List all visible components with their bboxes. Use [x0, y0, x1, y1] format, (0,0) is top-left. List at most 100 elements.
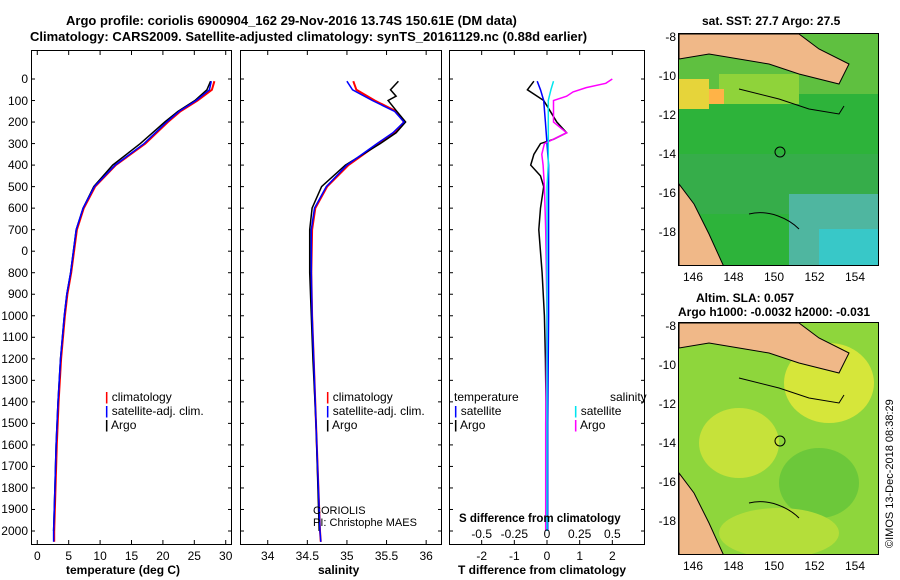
map-xtick-label: 150 — [763, 270, 785, 284]
depth-tick-label: 1200 — [1, 351, 28, 366]
legend-item-climatology: | climatology — [105, 390, 172, 404]
depth-tick-label: 1500 — [1, 416, 28, 431]
map-xtick-label: 154 — [844, 559, 866, 573]
map-xtick-label: 148 — [723, 559, 744, 573]
depth-tick-label: 1300 — [1, 373, 28, 388]
map-ytick-label: -8 — [665, 30, 676, 44]
depth-tick-label: 500 — [7, 179, 28, 194]
sla-map-title-1: Altim. SLA: 0.057 — [696, 291, 795, 305]
depth-tick-label: 400 — [7, 158, 28, 173]
sla-map — [678, 322, 879, 555]
s-diff-tick-label: 0.5 — [603, 527, 621, 541]
legend-item-climatology: | climatology — [326, 390, 393, 404]
salinity-xlabel: salinity — [318, 563, 360, 577]
x-tick-label: 25 — [188, 549, 202, 563]
x-tick-label: 36 — [419, 549, 433, 563]
map-ytick-label: -18 — [658, 225, 676, 239]
s-diff-tick-label: -0.5 — [471, 527, 492, 541]
sst-map-title: sat. SST: 27.7 Argo: 27.5 — [702, 14, 841, 28]
credit-line-2: PI: Christophe MAES — [313, 517, 417, 529]
x-tick-label: 1 — [576, 549, 583, 563]
legend-item-satellite: | satellite-adj. clim. — [326, 404, 425, 418]
legend-item-s-satellite: | satellite — [574, 404, 622, 418]
legend-item-argo: | Argo — [326, 418, 358, 432]
map-xtick-label: 154 — [844, 270, 866, 284]
map-xtick-label: 146 — [682, 270, 704, 284]
depth-tick-label: 700 — [7, 222, 28, 237]
depth-tick-label: 300 — [7, 136, 28, 151]
temperature-xlabel: temperature (deg C) — [66, 563, 181, 577]
depth-tick-label: 1900 — [1, 502, 28, 517]
series-t-satellite — [536, 80, 550, 531]
depth-tick-label: 1000 — [1, 308, 28, 323]
map-ytick-label: -8 — [665, 319, 676, 333]
x-tick-label: -2 — [476, 549, 487, 563]
series-satellite — [310, 80, 406, 542]
depth-tick-label: 800 — [7, 265, 28, 280]
imos-watermark: ©IMOS 13-Dec-2018 08:38:29 — [884, 399, 896, 548]
sal-legend: | climatology | satellite-adj. clim. | A… — [326, 390, 425, 432]
temp-legend: | climatology | satellite-adj. clim. | A… — [105, 390, 204, 432]
map-ytick-label: -16 — [658, 475, 676, 489]
depth-tick-label: 1700 — [1, 459, 28, 474]
legend-title-salinity: salinity — [610, 390, 647, 404]
depth-tick-label: 900 — [7, 287, 28, 302]
map-xtick-label: 146 — [682, 559, 704, 573]
map-ytick-label: -14 — [658, 436, 676, 450]
x-tick-label: 5 — [65, 549, 72, 563]
depth-tick-label: 1600 — [1, 437, 28, 452]
difference-xlabel: T difference from climatology — [458, 563, 627, 577]
sla-map-title-2: Argo h1000: -0.0032 h2000: -0.031 — [678, 305, 871, 319]
x-tick-label: 15 — [125, 549, 139, 563]
x-tick-label: 0 — [34, 549, 41, 563]
map-xtick-label: 152 — [804, 559, 825, 573]
depth-tick-label: 100 — [7, 93, 28, 108]
legend-item-t-satellite: | satellite — [454, 404, 502, 418]
depth-tick-label: 2000 — [1, 524, 28, 538]
map-xtick-label: 148 — [723, 270, 744, 284]
depth-tick-label: 200 — [7, 115, 28, 130]
x-tick-label: 35.5 — [375, 549, 399, 563]
sla-map-image — [679, 323, 878, 554]
series-argo — [308, 80, 407, 532]
depth-tick-label: 0 — [21, 244, 28, 259]
x-tick-label: -1 — [509, 549, 520, 563]
series-argo — [52, 80, 212, 532]
map-ytick-label: -12 — [658, 397, 676, 411]
credit-line-1: CORIOLIS — [313, 505, 366, 517]
diff-legend-salinity: salinity | satellite | Argo — [574, 390, 647, 432]
title-line-2: Climatology: CARS2009. Satellite-adjuste… — [30, 29, 588, 44]
depth-tick-label: 1800 — [1, 480, 28, 495]
depth-tick-label: 0 — [21, 72, 28, 86]
depth-tick-label: 1400 — [1, 394, 28, 409]
series-satellite — [52, 81, 213, 542]
map-ytick-label: -18 — [658, 514, 676, 528]
s-diff-tick-label: 0.25 — [567, 527, 592, 541]
salinity-panel — [240, 50, 442, 545]
map-ytick-label: -16 — [658, 186, 676, 200]
legend-item-satellite: | satellite-adj. clim. — [105, 404, 204, 418]
map-xtick-label: 150 — [763, 559, 785, 573]
map-ytick-label: -10 — [658, 69, 676, 83]
legend-item-argo: | Argo — [105, 418, 137, 432]
legend-item-t-argo: | Argo — [454, 418, 486, 432]
map-ytick-label: -10 — [658, 358, 676, 372]
series-s-satellite — [546, 80, 555, 531]
sst-map-image — [679, 34, 878, 265]
depth-tick-label: 1100 — [2, 330, 28, 345]
map-ytick-label: -14 — [658, 147, 676, 161]
map-ytick-label: -12 — [658, 108, 676, 122]
s-diff-ticks: -0.5 -0.25 0 0.25 0.5 — [449, 527, 645, 541]
x-tick-label: 10 — [93, 549, 107, 563]
temperature-panel — [31, 50, 232, 545]
x-tick-label: 0 — [544, 549, 551, 563]
credit: CORIOLIS PI: Christophe MAES — [313, 505, 417, 529]
x-tick-label: 34.5 — [296, 549, 320, 563]
legend-title-temperature: temperature — [454, 390, 519, 404]
x-tick-label: 30 — [219, 549, 233, 563]
series-s-argo — [541, 78, 613, 531]
s-diff-label: S difference from climatology — [459, 513, 621, 525]
sst-map — [678, 33, 879, 266]
x-tick-label: 34 — [261, 549, 275, 563]
